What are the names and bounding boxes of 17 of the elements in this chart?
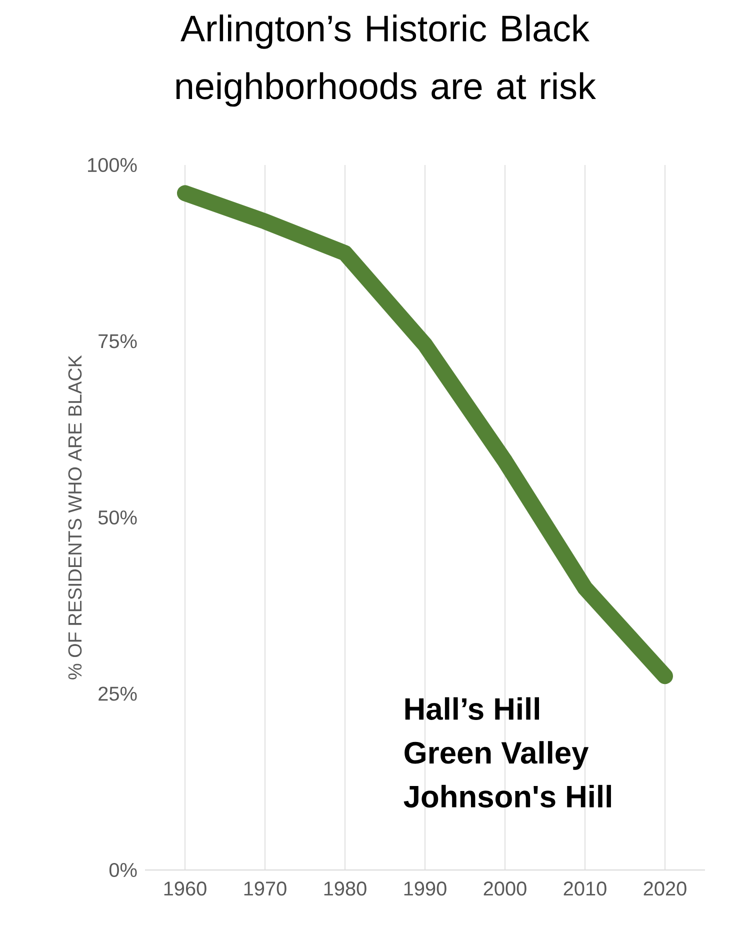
annotation: Johnson's Hill xyxy=(404,784,611,808)
y-tick-label: 75% xyxy=(98,334,137,348)
annotation: Green Valley xyxy=(404,741,589,770)
y-axis-title: % OF RESIDENTS WHO ARE BLACK xyxy=(68,355,82,680)
x-tick-label: 2000 xyxy=(484,882,526,896)
annotation: Hall’s Hill xyxy=(405,697,539,720)
x-tick-label: 1960 xyxy=(164,882,206,896)
x-tick-label: 2020 xyxy=(644,882,686,896)
y-tick-label: 0% xyxy=(109,862,137,878)
chart-title: Arlington’s Historic Black neighborhoods are at risk xyxy=(176,14,596,107)
x-tick-label: 1980 xyxy=(324,882,366,896)
y-tick-label: 25% xyxy=(98,686,137,701)
y-tick-label: 50% xyxy=(98,510,137,525)
y-tick-label: 100% xyxy=(88,158,137,172)
x-tick-label: 1970 xyxy=(244,882,286,896)
x-tick-label: 2010 xyxy=(564,882,606,896)
x-tick-label: 1990 xyxy=(404,882,446,896)
